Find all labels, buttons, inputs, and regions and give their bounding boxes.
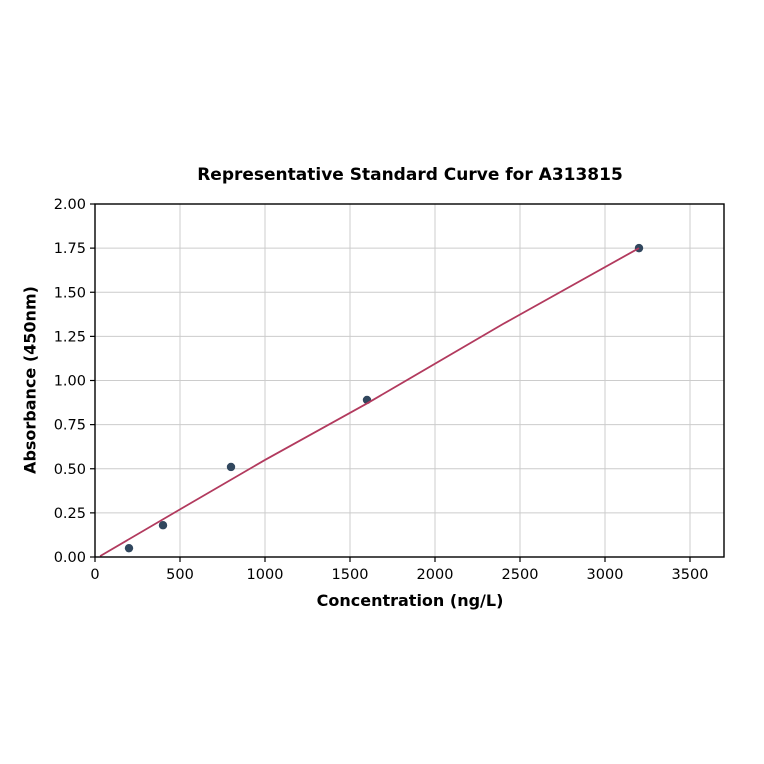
- chart-title: Representative Standard Curve for A31381…: [197, 165, 623, 185]
- data-point: [158, 521, 168, 530]
- y-tick-label: 1.75: [54, 241, 86, 257]
- y-tick-label: 2.00: [54, 197, 86, 213]
- x-tick-label: 0: [90, 567, 99, 583]
- y-axis-label: Absorbance (450nm): [20, 286, 40, 474]
- x-tick-label: 1000: [247, 567, 284, 583]
- data-point: [124, 543, 134, 553]
- y-tick-label: 1.25: [54, 329, 86, 345]
- y-tick-label: 0.25: [54, 506, 86, 522]
- x-axis-label: Concentration (ng/L): [316, 591, 504, 610]
- x-tick-label: 2000: [417, 567, 454, 583]
- y-tick-label: 1.50: [54, 285, 86, 301]
- y-tick-label: 0.00: [54, 550, 86, 566]
- y-tick-label: 0.50: [54, 462, 86, 478]
- x-tick-label: 3500: [672, 567, 709, 583]
- y-tick-label: 1.00: [54, 374, 86, 390]
- x-tick-label: 1500: [332, 567, 369, 583]
- y-tick-label: 0.75: [54, 418, 86, 434]
- data-point: [226, 462, 236, 472]
- x-tick-label: 3000: [587, 567, 624, 583]
- x-tick-label: 2500: [502, 567, 539, 583]
- fit-line: [99, 247, 640, 557]
- x-tick-label: 500: [166, 567, 194, 583]
